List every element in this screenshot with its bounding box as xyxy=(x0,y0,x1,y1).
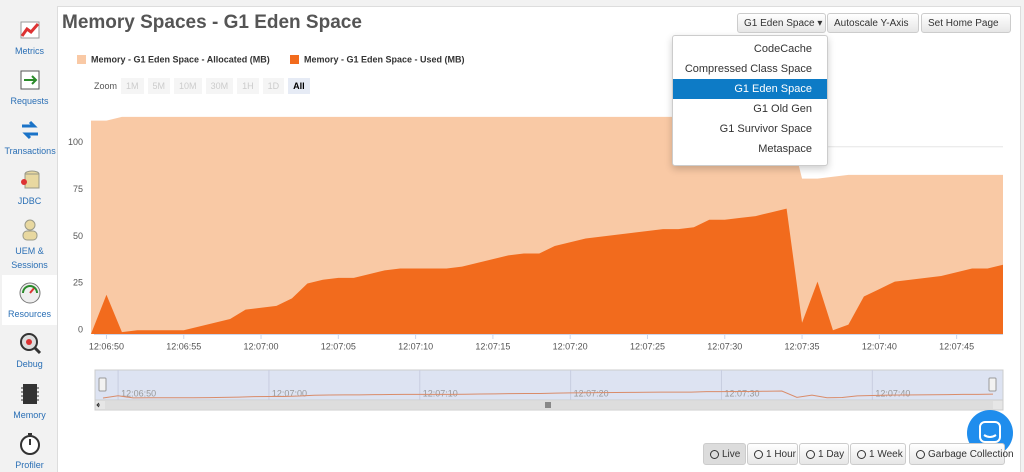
navigator-tick-label: 12:07:20 xyxy=(574,388,609,398)
sidebar-icon xyxy=(20,21,39,39)
caret: ▾ xyxy=(817,18,823,29)
y-tick-label: 25 xyxy=(73,278,83,288)
x-tick-label: 12:07:15 xyxy=(475,341,510,351)
y-tick-label: 100 xyxy=(68,137,83,147)
sidebar-label: Profiler xyxy=(15,460,44,470)
scroll-grip xyxy=(545,402,551,408)
navigator-mask xyxy=(94,369,1004,401)
dropdown-menu: CodeCache Compressed Class Space G1 Eden S… xyxy=(672,35,828,166)
zoom-button[interactable]: 10M xyxy=(174,77,202,94)
zoom-button[interactable]: All xyxy=(288,77,310,94)
sidebar-icon xyxy=(19,282,40,304)
dropdown-item[interactable]: G1 Survivor Space xyxy=(719,123,812,135)
zoom-button[interactable]: 1D xyxy=(262,77,285,94)
scroll-arrow xyxy=(96,402,100,408)
x-tick-label: 12:06:55 xyxy=(166,341,201,351)
sidebar-label: Debug xyxy=(16,359,43,369)
y-tick-label: 50 xyxy=(73,231,83,241)
sidebar-icon xyxy=(20,70,39,90)
sidebar-item[interactable]: Memory xyxy=(2,376,57,426)
navigator-tick-label: 12:07:40 xyxy=(875,388,910,398)
sidebar-label: UEM & Sessions xyxy=(11,246,48,270)
legend-swatch xyxy=(77,55,86,64)
x-tick-label: 12:07:35 xyxy=(785,341,820,351)
navigator-handle xyxy=(98,377,107,392)
x-tick-label: 12:07:00 xyxy=(244,341,279,351)
legend-label: Memory - G1 Eden Space - Allocated (MB) xyxy=(91,54,270,64)
area-series xyxy=(91,208,1003,334)
sidebar-label: Metrics xyxy=(15,46,44,56)
navigator-tick-label: 12:06:50 xyxy=(121,388,156,398)
sidebar-icon xyxy=(19,333,41,355)
sidebar-icon xyxy=(19,433,40,455)
x-tick-label: 12:07:40 xyxy=(862,341,897,351)
header-button[interactable]: G1 Eden Space ▾ xyxy=(737,13,826,33)
legend-label: Memory - G1 Eden Space - Used (MB) xyxy=(304,54,465,64)
sidebar-icon xyxy=(22,219,37,241)
dropdown-item[interactable]: G1 Old Gen xyxy=(753,103,812,115)
dropdown-item[interactable]: G1 Eden Space xyxy=(673,79,827,99)
sidebar-item[interactable]: Resources xyxy=(2,275,57,325)
x-tick-label: 12:06:50 xyxy=(89,341,124,351)
sidebar: Metrics Requests Transactions JDBC UEM & Ses… xyxy=(0,0,57,472)
page-title: Memory Spaces - G1 Eden Space xyxy=(62,12,362,33)
zoom-button[interactable]: 1H xyxy=(237,77,259,94)
x-tick-label: 12:07:10 xyxy=(398,341,433,351)
zoom-button[interactable]: 5M xyxy=(147,77,171,94)
sidebar-item[interactable]: UEM & Sessions xyxy=(2,212,57,270)
header-button[interactable]: Autoscale Y-Axis xyxy=(827,13,919,33)
y-tick-label: 75 xyxy=(73,184,83,194)
sidebar-label: Memory xyxy=(13,410,46,420)
sidebar-icon xyxy=(21,120,38,140)
sidebar-item[interactable]: Transactions xyxy=(2,112,57,162)
x-tick-label: 12:07:45 xyxy=(939,341,974,351)
navigator-tick-label: 12:07:00 xyxy=(272,388,307,398)
dropdown-item[interactable]: CodeCache xyxy=(753,43,812,55)
sidebar-label: JDBC xyxy=(17,196,42,206)
x-tick-label: 12:07:30 xyxy=(707,341,742,351)
x-tick-label: 12:07:25 xyxy=(630,341,665,351)
header-button[interactable]: Set Home Page xyxy=(921,13,1011,33)
navigator-tick-label: 12:07:10 xyxy=(423,388,458,398)
x-tick-label: 12:07:20 xyxy=(553,341,588,351)
sidebar-item[interactable]: Debug xyxy=(2,325,57,375)
zoom-bar: Zoom 1M 5M 10M 30M 1H 1D All xyxy=(94,77,310,94)
sidebar-label: Requests xyxy=(10,96,49,106)
footer-button[interactable]: Garbage Collection xyxy=(909,443,1014,465)
navigator-handle xyxy=(988,377,997,392)
x-tick-label: 12:07:05 xyxy=(321,341,356,351)
scrollbar-thumb xyxy=(105,401,993,409)
navigator-tick-label: 12:07:30 xyxy=(724,388,759,398)
zoom-button[interactable]: 30M xyxy=(205,77,234,94)
sidebar-item[interactable]: Metrics xyxy=(2,12,57,62)
zoom-label: Zoom xyxy=(94,80,118,91)
sidebar-item[interactable]: JDBC xyxy=(2,162,57,212)
sidebar-label: Transactions xyxy=(4,146,56,156)
dropdown-item[interactable]: Metaspace xyxy=(758,143,812,155)
footer-button[interactable]: 1 Week xyxy=(850,443,906,465)
footer-button[interactable]: 1 Day xyxy=(799,443,849,465)
y-tick-label: 0 xyxy=(78,324,83,334)
chat-icon xyxy=(979,421,1001,443)
sidebar-icon xyxy=(20,170,39,189)
zoom-button[interactable]: 1M xyxy=(121,77,144,94)
sidebar-item[interactable]: Profiler xyxy=(2,426,57,472)
sidebar-icon xyxy=(20,384,39,404)
navigator-line xyxy=(102,390,994,399)
sidebar-label: Resources xyxy=(7,309,52,319)
sidebar-item[interactable]: Requests xyxy=(2,62,57,112)
footer-button[interactable]: Live xyxy=(703,443,746,465)
dropdown-item[interactable]: Compressed Class Space xyxy=(684,63,812,75)
legend-swatch xyxy=(290,55,299,64)
footer-button[interactable]: 1 Hour xyxy=(747,443,798,465)
